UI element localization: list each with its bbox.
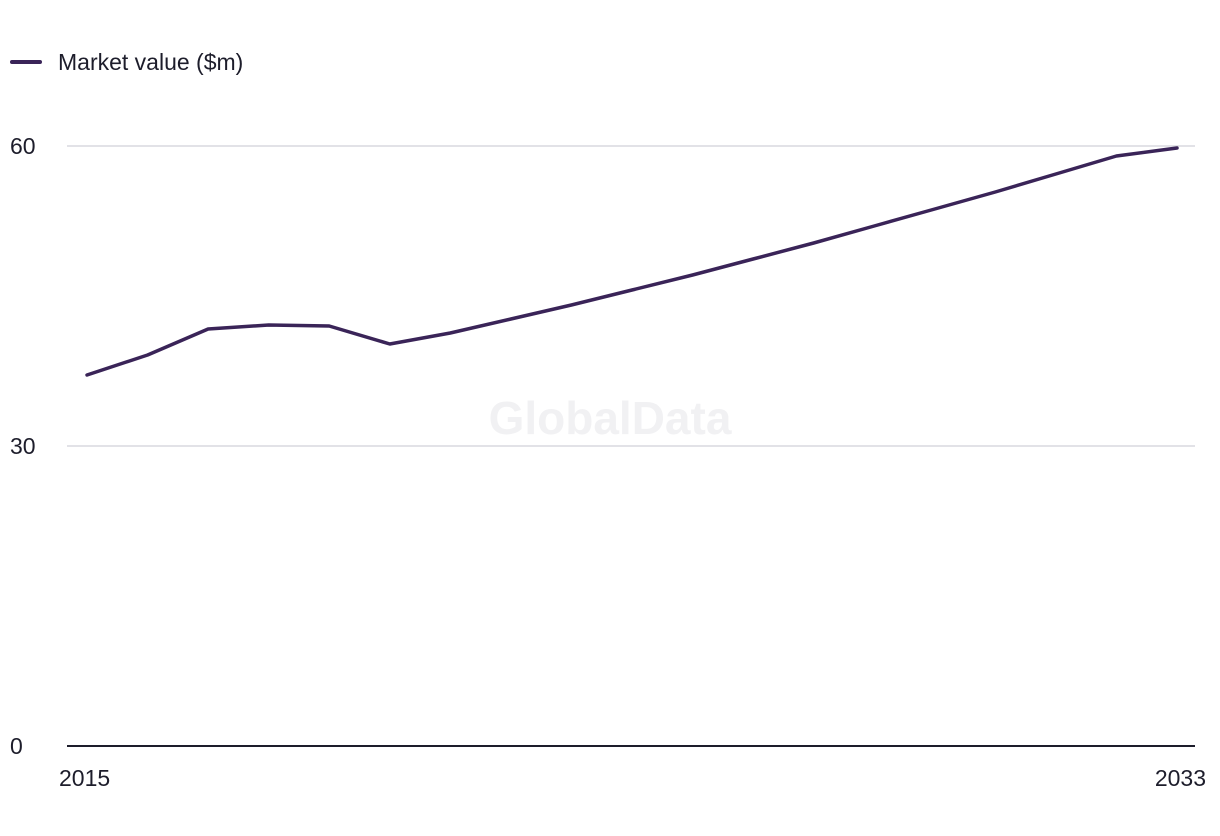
legend-label: Market value ($m): [58, 48, 244, 75]
watermark: GlobalData: [489, 392, 732, 444]
x-axis-tick-labels: 2015 2033: [59, 765, 1206, 791]
y-tick-label-0: 0: [10, 733, 23, 759]
data-point-2018: [267, 324, 270, 327]
data-point-2020: [388, 343, 391, 346]
data-point-2029: [933, 208, 936, 211]
series-line-market-value: [85, 146, 1179, 377]
data-point-2026: [752, 258, 755, 261]
y-axis-tick-labels: 0 30 60: [10, 133, 36, 759]
x-tick-label-2015: 2015: [59, 765, 110, 791]
data-point-2016: [146, 354, 149, 357]
data-point-2032: [1115, 155, 1118, 158]
data-point-2028: [873, 225, 876, 228]
series-group: [85, 146, 1179, 377]
data-point-2027: [812, 242, 815, 245]
data-point-2033: [1176, 147, 1179, 150]
y-tick-label-30: 30: [10, 433, 36, 459]
data-point-2019: [328, 325, 331, 328]
data-point-2030: [994, 191, 997, 194]
y-tick-label-60: 60: [10, 133, 36, 159]
data-point-2022: [509, 318, 512, 321]
data-point-2024: [631, 289, 634, 292]
data-point-2021: [449, 332, 452, 335]
data-point-2025: [691, 274, 694, 277]
data-point-2031: [1054, 173, 1057, 176]
legend-line-swatch: [10, 60, 42, 64]
gridlines: [67, 145, 1195, 447]
data-point-2015: [86, 374, 89, 377]
data-point-2023: [570, 304, 573, 307]
data-point-2017: [207, 328, 210, 331]
x-tick-label-2033: 2033: [1155, 765, 1206, 791]
legend: Market value ($m): [10, 47, 243, 77]
